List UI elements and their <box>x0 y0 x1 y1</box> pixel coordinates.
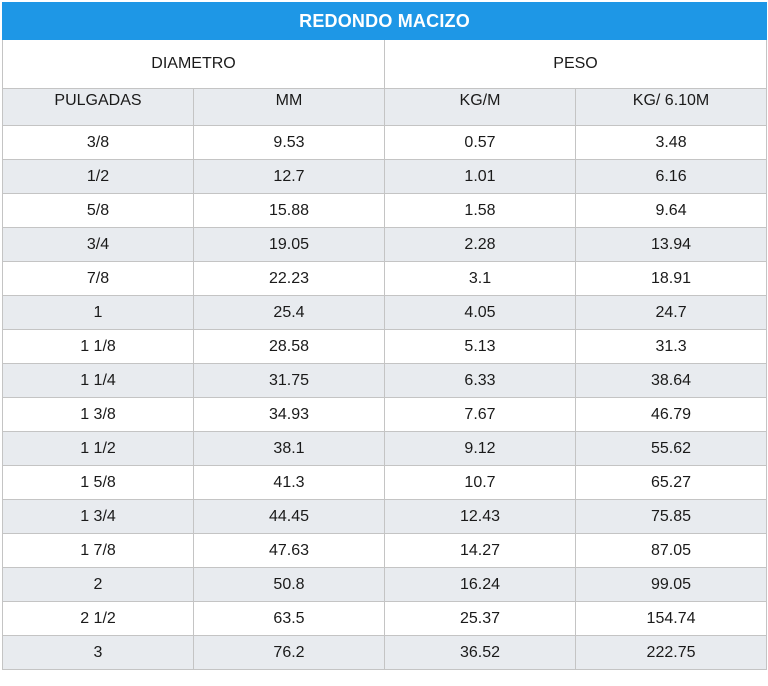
cell-kg-m: 25.37 <box>384 601 576 636</box>
cell-pulgadas: 1 <box>2 295 194 330</box>
cell-mm: 12.7 <box>193 159 385 194</box>
cell-kg-m: 3.1 <box>384 261 576 296</box>
cell-kg-610m: 75.85 <box>574 499 768 534</box>
table-row: 1 5/8 41.3 10.7 65.27 <box>2 465 768 500</box>
cell-kg-610m: 6.16 <box>574 159 768 194</box>
cell-pulgadas: 7/8 <box>2 261 194 296</box>
cell-kg-m: 4.05 <box>384 295 576 330</box>
cell-mm: 63.5 <box>193 601 385 636</box>
cell-pulgadas: 1 3/4 <box>2 499 194 534</box>
table-row: 3/8 9.53 0.57 3.48 <box>2 125 768 160</box>
cell-kg-m: 14.27 <box>384 533 576 568</box>
cell-kg-m: 36.52 <box>384 635 576 670</box>
cell-mm: 38.1 <box>193 431 385 466</box>
cell-kg-m: 1.58 <box>384 193 576 228</box>
cell-kg-610m: 3.48 <box>574 125 768 160</box>
table-title: REDONDO MACIZO <box>1 2 768 40</box>
cell-pulgadas: 3 <box>2 635 194 670</box>
cell-kg-m: 12.43 <box>384 499 576 534</box>
cell-kg-610m: 18.91 <box>574 261 768 296</box>
cell-mm: 34.93 <box>193 397 385 432</box>
cell-kg-m: 1.01 <box>384 159 576 194</box>
cell-kg-m: 9.12 <box>384 431 576 466</box>
cell-mm: 50.8 <box>193 567 385 602</box>
cell-pulgadas: 3/8 <box>2 125 194 160</box>
table-row: 2 50.8 16.24 99.05 <box>2 567 768 602</box>
table-row: 1 1/4 31.75 6.33 38.64 <box>2 363 768 398</box>
cell-kg-m: 10.7 <box>384 465 576 500</box>
cell-kg-610m: 38.64 <box>574 363 768 398</box>
table-row: 1 3/8 34.93 7.67 46.79 <box>2 397 768 432</box>
redondo-macizo-table: REDONDO MACIZO DIAMETRO PESO PULGADAS MM… <box>1 2 768 670</box>
table-row: 1/2 12.7 1.01 6.16 <box>2 159 768 194</box>
cell-pulgadas: 5/8 <box>2 193 194 228</box>
cell-kg-610m: 13.94 <box>574 227 768 262</box>
table-row: 3 76.2 36.52 222.75 <box>2 635 768 670</box>
cell-mm: 15.88 <box>193 193 385 228</box>
cell-mm: 22.23 <box>193 261 385 296</box>
cell-kg-610m: 65.27 <box>574 465 768 500</box>
cell-kg-610m: 24.7 <box>574 295 768 330</box>
cell-mm: 25.4 <box>193 295 385 330</box>
cell-pulgadas: 1 3/8 <box>2 397 194 432</box>
cell-pulgadas: 2 <box>2 567 194 602</box>
table-row: 1 25.4 4.05 24.7 <box>2 295 768 330</box>
table-row: 1 1/2 38.1 9.12 55.62 <box>2 431 768 466</box>
cell-mm: 41.3 <box>193 465 385 500</box>
cell-pulgadas: 3/4 <box>2 227 194 262</box>
cell-pulgadas: 1 1/8 <box>2 329 194 364</box>
table-body: 3/8 9.53 0.57 3.48 1/2 12.7 1.01 6.16 5/… <box>2 125 768 670</box>
cell-mm: 47.63 <box>193 533 385 568</box>
cell-kg-610m: 9.64 <box>574 193 768 228</box>
cell-pulgadas: 1/2 <box>2 159 194 194</box>
table-row: 1 7/8 47.63 14.27 87.05 <box>2 533 768 568</box>
cell-kg-610m: 31.3 <box>574 329 768 364</box>
table-row: 2 1/2 63.5 25.37 154.74 <box>2 601 768 636</box>
cell-mm: 76.2 <box>193 635 385 670</box>
cell-mm: 9.53 <box>193 125 385 160</box>
cell-kg-m: 2.28 <box>384 227 576 262</box>
cell-mm: 31.75 <box>193 363 385 398</box>
cell-pulgadas: 1 5/8 <box>2 465 194 500</box>
group-header-diametro: DIAMETRO <box>2 39 385 89</box>
table-row: 7/8 22.23 3.1 18.91 <box>2 261 768 296</box>
table-row: 1 3/4 44.45 12.43 75.85 <box>2 499 768 534</box>
cell-kg-m: 0.57 <box>384 125 576 160</box>
table-row: 5/8 15.88 1.58 9.64 <box>2 193 768 228</box>
cell-pulgadas: 1 1/4 <box>2 363 194 398</box>
cell-kg-610m: 87.05 <box>574 533 768 568</box>
cell-kg-m: 16.24 <box>384 567 576 602</box>
cell-pulgadas: 2 1/2 <box>2 601 194 636</box>
cell-kg-m: 6.33 <box>384 363 576 398</box>
column-header-pulgadas: PULGADAS <box>2 88 194 126</box>
column-header-mm: MM <box>193 88 385 126</box>
cell-pulgadas: 1 7/8 <box>2 533 194 568</box>
cell-mm: 28.58 <box>193 329 385 364</box>
cell-kg-610m: 154.74 <box>574 601 768 636</box>
column-header-kg-610m: KG/ 6.10M <box>574 88 768 126</box>
cell-kg-610m: 46.79 <box>574 397 768 432</box>
column-header-kg-m: KG/M <box>384 88 576 126</box>
group-header-peso: PESO <box>383 39 768 89</box>
cell-kg-610m: 55.62 <box>574 431 768 466</box>
cell-kg-610m: 99.05 <box>574 567 768 602</box>
table-row: 1 1/8 28.58 5.13 31.3 <box>2 329 768 364</box>
cell-pulgadas: 1 1/2 <box>2 431 194 466</box>
cell-kg-610m: 222.75 <box>574 635 768 670</box>
cell-kg-m: 7.67 <box>384 397 576 432</box>
cell-mm: 19.05 <box>193 227 385 262</box>
cell-mm: 44.45 <box>193 499 385 534</box>
table-row: 3/4 19.05 2.28 13.94 <box>2 227 768 262</box>
cell-kg-m: 5.13 <box>384 329 576 364</box>
